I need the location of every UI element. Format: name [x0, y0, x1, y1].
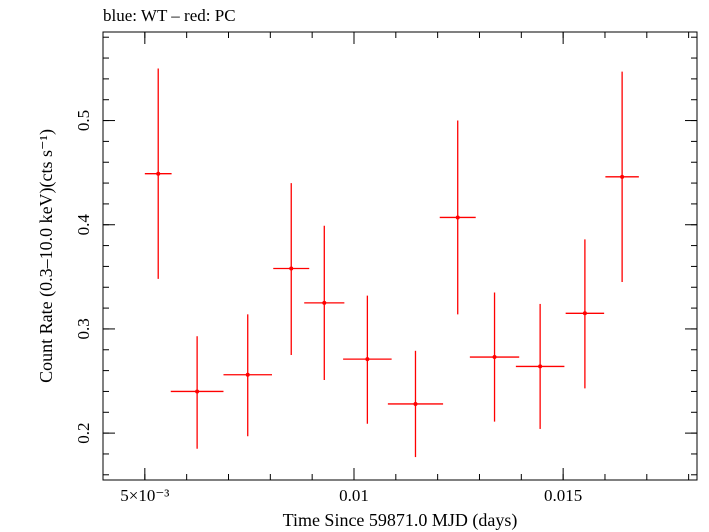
y-tick-label: 0.2	[74, 422, 93, 443]
y-tick-label: 0.4	[74, 214, 93, 236]
data-point	[304, 225, 345, 380]
data-series-pc	[144, 68, 639, 458]
data-point	[170, 336, 224, 449]
y-axis-label: Count Rate (0.3–10.0 keV)(cts s⁻¹)	[36, 129, 57, 383]
data-marker	[455, 215, 460, 220]
data-point	[469, 292, 520, 422]
data-marker	[620, 174, 625, 179]
data-point	[273, 183, 310, 355]
data-marker	[538, 364, 543, 369]
plot-frame	[102, 31, 698, 481]
data-point	[223, 314, 272, 437]
data-marker	[492, 355, 497, 360]
y-ticks: 0.2 0.3 0.4 0.5	[74, 36, 697, 476]
y-tick-label: 0.5	[74, 110, 93, 131]
data-marker	[289, 266, 294, 271]
data-marker	[322, 300, 327, 305]
x-tick-label: 0.015	[544, 486, 582, 505]
data-point	[387, 350, 444, 458]
data-point	[439, 120, 476, 315]
y-tick-label: 0.3	[74, 318, 93, 339]
data-marker	[365, 357, 370, 362]
data-marker	[413, 401, 418, 406]
data-point	[343, 295, 392, 424]
data-point	[605, 71, 639, 283]
data-point	[515, 303, 565, 429]
data-marker	[156, 171, 161, 176]
data-marker	[195, 389, 200, 394]
data-point	[565, 239, 605, 389]
data-marker	[582, 311, 587, 316]
x-axis-label: Time Since 59871.0 MJD (days)	[283, 510, 518, 531]
x-tick-label: 5×10⁻³	[120, 486, 169, 505]
chart-title: blue: WT – red: PC	[103, 6, 236, 25]
x-tick-label: 0.01	[339, 486, 369, 505]
data-marker	[245, 372, 250, 377]
x-ticks: 5×10⁻³ 0.01 0.015	[102, 32, 690, 505]
data-point	[144, 68, 172, 279]
